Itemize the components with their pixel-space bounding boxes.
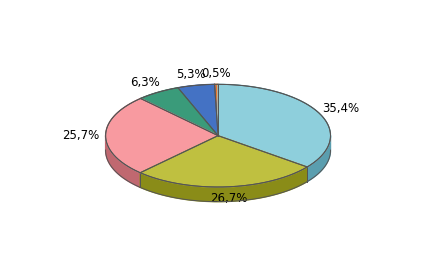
Text: 5,3%: 5,3%: [176, 68, 206, 81]
Text: 0,5%: 0,5%: [201, 67, 231, 79]
Polygon shape: [140, 167, 307, 202]
Polygon shape: [105, 135, 140, 187]
Polygon shape: [307, 136, 330, 182]
Polygon shape: [218, 84, 330, 167]
Polygon shape: [140, 136, 307, 187]
Text: 26,7%: 26,7%: [210, 192, 247, 205]
Polygon shape: [141, 88, 218, 136]
Text: 35,4%: 35,4%: [322, 101, 360, 114]
Polygon shape: [214, 84, 218, 136]
Text: 6,3%: 6,3%: [130, 76, 160, 89]
Polygon shape: [178, 84, 218, 136]
Polygon shape: [105, 98, 218, 173]
Text: 25,7%: 25,7%: [62, 129, 100, 142]
